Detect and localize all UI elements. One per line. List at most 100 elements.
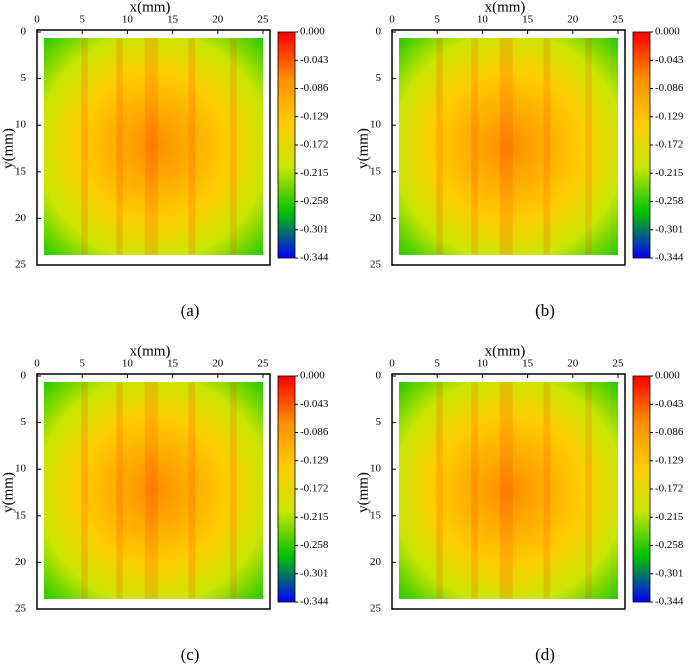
- colorbar-tick-label: -0.344: [655, 252, 684, 264]
- x-tick-label: 15: [522, 14, 534, 26]
- x-axis-title: x(mm): [130, 343, 171, 359]
- heatmap-stripe: [230, 38, 237, 255]
- colorbar-tick-label: -0.215: [300, 167, 329, 179]
- y-axis-title: y(mm): [355, 472, 371, 513]
- y-tick-label: 5: [376, 72, 382, 84]
- panel: 0 5 10 15 20 25 0 5 10 15 20 25 x(mm) y(mm) 0.000 -0.04…: [0, 343, 328, 663]
- y-tick-label: 0: [376, 370, 382, 382]
- x-tick-label: 5: [434, 358, 440, 370]
- x-tick-label: 0: [34, 358, 40, 370]
- panel: 0 5 10 15 20 25 0 5 10 15 20 25 x(mm) y(mm) 0.000 -0.04…: [355, 0, 683, 320]
- panel: 0 5 10 15 20 25 0 5 10 15 20 25 x(mm) y(mm) 0.000 -0.04…: [0, 0, 328, 320]
- colorbar-tick-label: -0.301: [655, 223, 683, 235]
- y-tick-label: 10: [15, 463, 27, 475]
- y-tick-label: 15: [370, 165, 382, 177]
- colorbar-tick-label: 0.000: [655, 370, 680, 382]
- heatmap-stripe: [81, 382, 88, 599]
- heatmap-stripe: [230, 382, 237, 599]
- x-tick-label: 20: [567, 14, 579, 26]
- colorbar-tick-label: -0.258: [655, 195, 684, 207]
- y-tick-label: 15: [370, 509, 382, 521]
- colorbar: [632, 375, 651, 603]
- colorbar-tick-label: -0.129: [655, 110, 684, 122]
- colorbar-tick-label: -0.043: [300, 54, 329, 66]
- heatmap-surface: [399, 38, 618, 255]
- y-tick-label: 15: [15, 509, 27, 521]
- panel-caption: (c): [181, 645, 200, 664]
- heatmap-stripe: [188, 38, 196, 255]
- y-tick-label: 10: [370, 463, 382, 475]
- colorbar-tick-label: -0.344: [300, 252, 329, 264]
- heatmap-stripe: [116, 38, 123, 255]
- colorbar-tick-label: -0.172: [655, 139, 683, 151]
- heatmap-stripe: [144, 38, 158, 255]
- colorbar-tick-label: -0.172: [300, 483, 328, 495]
- x-tick-label: 10: [477, 358, 489, 370]
- heatmap-stripe: [116, 382, 123, 599]
- plot-frame: [391, 29, 626, 266]
- y-tick-label: 5: [21, 72, 27, 84]
- colorbar-tick-label: -0.043: [655, 398, 684, 410]
- colorbar: [277, 31, 296, 259]
- colorbar-tick-label: -0.258: [655, 539, 684, 551]
- y-tick-label: 15: [15, 165, 27, 177]
- colorbar-tick-label: -0.043: [300, 398, 329, 410]
- x-tick-label: 20: [567, 358, 579, 370]
- colorbar-tick-label: 0.000: [300, 26, 325, 38]
- panel-caption: (a): [181, 301, 200, 320]
- heatmap-stripe: [436, 382, 443, 599]
- x-tick-label: 0: [34, 14, 40, 26]
- heatmap-surface: [399, 382, 618, 599]
- heatmap-stripe: [543, 382, 551, 599]
- y-tick-label: 5: [376, 416, 382, 428]
- panel: 0 5 10 15 20 25 0 5 10 15 20 25 x(mm) y(mm) 0.000 -0.04…: [355, 343, 683, 663]
- heatmap-stripe: [499, 382, 513, 599]
- x-tick-label: 5: [434, 14, 440, 26]
- x-tick-label: 25: [258, 358, 270, 370]
- colorbar-tick-label: -0.086: [300, 426, 329, 438]
- colorbar-tick-label: -0.086: [655, 82, 684, 94]
- y-tick-label: 0: [21, 370, 27, 382]
- x-tick-label: 15: [522, 358, 534, 370]
- y-tick-label: 20: [370, 212, 382, 224]
- y-tick-label: 25: [15, 603, 27, 615]
- x-axis-title: x(mm): [485, 0, 526, 15]
- x-tick-label: 10: [477, 14, 489, 26]
- heatmap-stripe: [499, 38, 513, 255]
- y-tick-label: 10: [15, 119, 27, 131]
- heatmap-stripe: [471, 38, 478, 255]
- x-tick-label: 25: [613, 14, 625, 26]
- x-tick-label: 5: [79, 358, 85, 370]
- y-tick-label: 25: [370, 259, 382, 271]
- colorbar-tick-label: -0.301: [300, 567, 328, 579]
- x-tick-label: 0: [389, 358, 395, 370]
- x-tick-label: 25: [613, 358, 625, 370]
- x-tick-label: 0: [389, 14, 395, 26]
- colorbar-tick-label: -0.215: [300, 511, 329, 523]
- y-tick-label: 25: [370, 603, 382, 615]
- x-axis-title: x(mm): [130, 0, 171, 15]
- y-axis-title: y(mm): [0, 472, 16, 513]
- panel-caption: (d): [535, 645, 555, 664]
- y-tick-label: 0: [21, 26, 27, 38]
- x-tick-label: 20: [212, 358, 224, 370]
- plot-frame: [36, 29, 271, 266]
- x-tick-label: 15: [167, 14, 179, 26]
- colorbar-tick-label: -0.258: [300, 539, 329, 551]
- heatmap-surface: [44, 38, 263, 255]
- colorbar-tick-label: -0.301: [300, 223, 328, 235]
- x-tick-label: 25: [258, 14, 270, 26]
- colorbar-tick-label: -0.344: [655, 596, 684, 608]
- y-tick-label: 5: [21, 416, 27, 428]
- colorbar-tick-label: -0.172: [655, 483, 683, 495]
- heatmap-stripe: [471, 382, 478, 599]
- panel-caption: (b): [535, 301, 555, 320]
- colorbar: [632, 31, 651, 259]
- x-tick-label: 20: [212, 14, 224, 26]
- colorbar-tick-label: -0.215: [655, 167, 684, 179]
- heatmap-stripe: [585, 38, 592, 255]
- plot-frame: [391, 373, 626, 610]
- x-tick-label: 5: [79, 14, 85, 26]
- colorbar-tick-label: -0.043: [655, 54, 684, 66]
